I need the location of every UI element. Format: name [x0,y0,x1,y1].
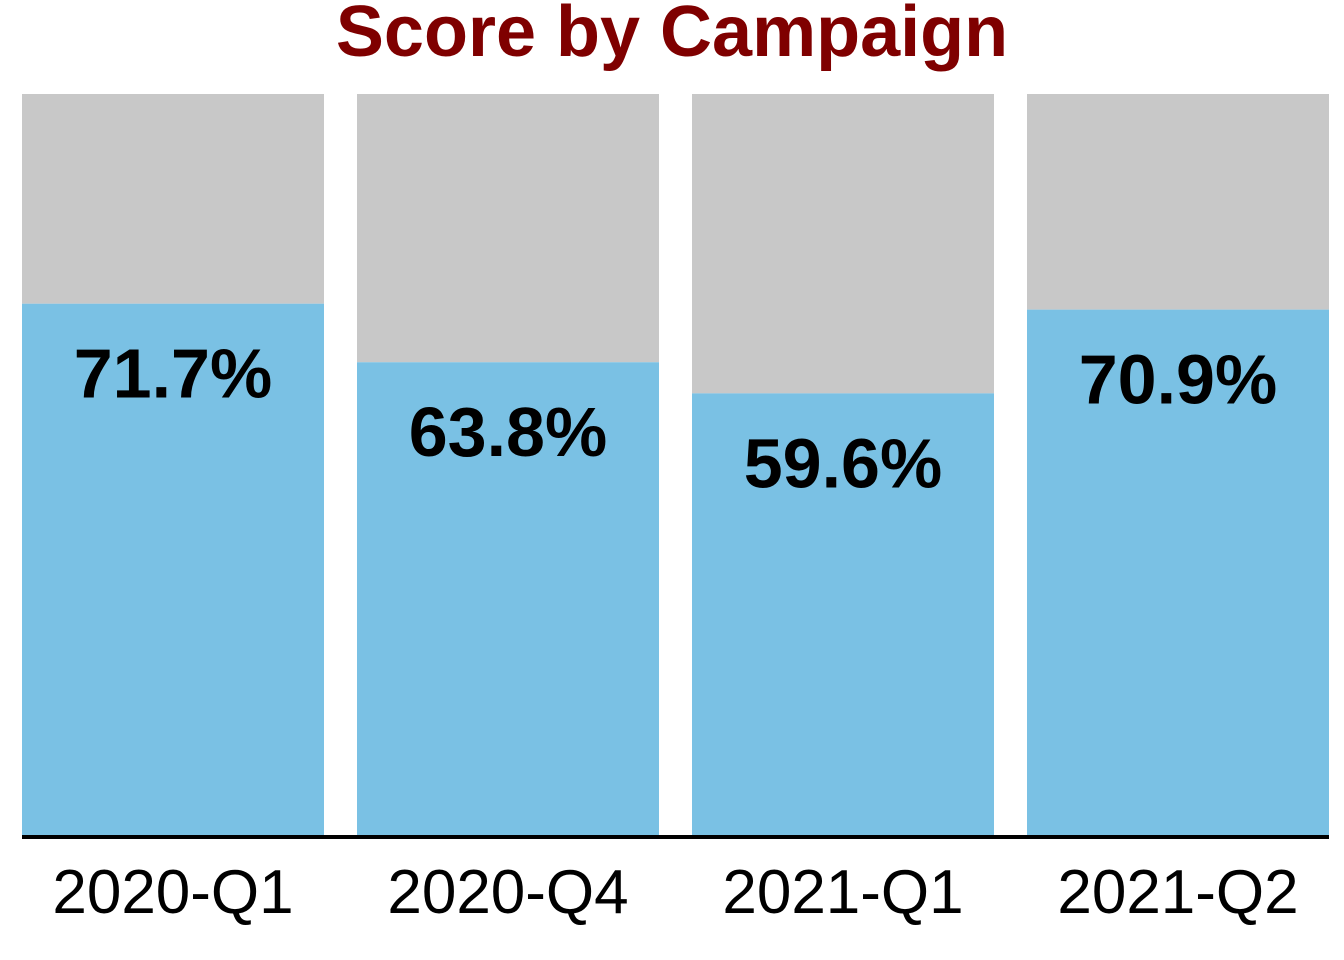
bars-group [22,94,1329,836]
chart-title: Score by Campaign [336,0,1008,72]
bar-remainder-2021-Q2 [1027,94,1329,310]
value-labels-group: 71.7% 63.8% 59.6% 70.9% [74,335,1277,503]
value-label-2020-Q1: 71.7% [74,335,272,413]
bar-remainder-2020-Q4 [357,94,659,363]
bar-2020-Q4 [357,362,659,835]
bar-remainder-2020-Q1 [22,94,324,304]
bar-2020-Q1 [22,303,324,835]
x-tick-label-2020-Q1: 2020-Q1 [52,858,293,927]
x-tick-label-2021-Q1: 2021-Q1 [722,858,963,927]
value-label-2021-Q1: 59.6% [744,424,942,502]
bar-2021-Q1 [692,393,994,835]
x-tick-label-2020-Q4: 2020-Q4 [387,858,628,927]
x-tick-labels-group: 2020-Q1 2020-Q4 2021-Q1 2021-Q2 [52,858,1298,927]
x-tick-label-2021-Q2: 2021-Q2 [1057,858,1298,927]
bar-remainder-2021-Q1 [692,94,994,394]
bar-2021-Q2 [1027,309,1329,836]
value-label-2020-Q4: 63.8% [409,393,607,471]
value-label-2021-Q2: 70.9% [1079,341,1277,419]
